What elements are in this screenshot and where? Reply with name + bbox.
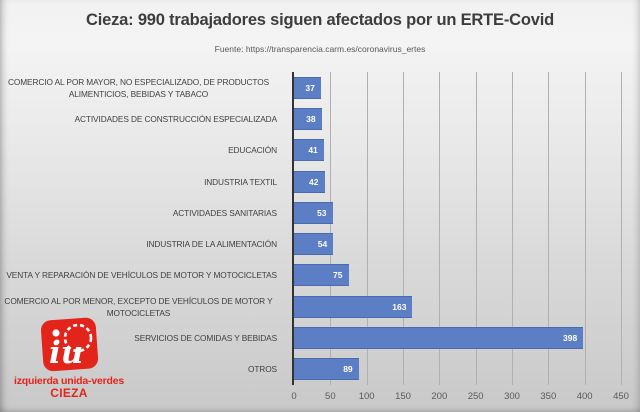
- bar-value-label: 89: [343, 364, 353, 375]
- bar-track: 163: [294, 295, 621, 318]
- value-axis-tick-label: 0: [291, 391, 297, 402]
- bar: 53: [294, 201, 333, 224]
- bar-value-label: 54: [317, 239, 328, 250]
- category-label: COMERCIO AL POR MENOR, EXCEPTO DE VEHÍCU…: [4, 295, 273, 318]
- bar: 42: [294, 170, 325, 193]
- gridline: [512, 72, 513, 385]
- bar: 54: [294, 233, 334, 256]
- bar-value-label: 163: [392, 301, 407, 312]
- category-label-cell: ACTIVIDADES DE CONSTRUCCIÓN ESPECIALIZAD…: [0, 103, 285, 134]
- category-label-cell: ACTIVIDADES SANITARIAS: [0, 197, 285, 228]
- value-axis-tick-label: 300: [504, 391, 520, 402]
- bar-track: 75: [294, 264, 621, 287]
- bar-track: 54: [294, 233, 621, 256]
- bar-track: 42: [294, 170, 621, 193]
- value-axis-labels: 0 50 100 150 200 250 300 350 400 450: [291, 385, 629, 403]
- category-label: COMERCIO AL POR MAYOR, NO ESPECIALIZADO,…: [7, 76, 269, 99]
- category-label-cell: INDUSTRIA TEXTIL: [0, 166, 285, 197]
- bar-row: OTROS 89: [0, 354, 640, 385]
- iu-logo-icon: iu: [40, 317, 99, 372]
- category-label-cell: VENTA Y REPARACIÓN DE VEHÍCULOS DE MOTOR…: [0, 260, 285, 291]
- category-label: EDUCACIÓN: [228, 145, 277, 156]
- category-label-cell: INDUSTRIA DE LA ALIMENTACIÓN: [0, 228, 285, 259]
- bar: 163: [294, 295, 413, 318]
- bar-row: SERVICIOS DE COMIDAS Y BEBIDAS 398: [0, 322, 640, 353]
- bar-value-label: 41: [308, 145, 318, 156]
- logo-text-line2: CIEZA: [50, 386, 88, 401]
- bar-value-label: 38: [306, 113, 316, 124]
- value-axis-tick-label: 450: [613, 391, 629, 402]
- bar-row: COMERCIO AL POR MAYOR, NO ESPECIALIZADO,…: [0, 72, 640, 103]
- bar-row: VENTA Y REPARACIÓN DE VEHÍCULOS DE MOTOR…: [0, 260, 640, 291]
- bar-track: 38: [294, 107, 621, 130]
- gridline: [439, 72, 441, 385]
- bar-row: INDUSTRIA DE LA ALIMENTACIÓN 54: [0, 228, 640, 259]
- gridline: [584, 72, 586, 385]
- gridline: [330, 72, 332, 385]
- gridline: [548, 72, 550, 385]
- bar: 398: [294, 327, 584, 350]
- category-label: INDUSTRIA DE LA ALIMENTACIÓN: [146, 239, 277, 250]
- gridlines: [294, 72, 622, 385]
- source-caption: Fuente: https://transparencia.carm.es/co…: [214, 44, 426, 54]
- bar-row: ACTIVIDADES DE CONSTRUCCIÓN ESPECIALIZAD…: [0, 103, 640, 134]
- bar-value-label: 398: [563, 333, 578, 344]
- category-label-cell: OTROS: [0, 354, 285, 385]
- bar: 89: [294, 358, 359, 381]
- category-label: INDUSTRIA TEXTIL: [204, 176, 277, 187]
- bar: 37: [294, 76, 321, 99]
- value-axis-tick-label: 100: [358, 391, 375, 402]
- bar-value-label: 75: [333, 270, 343, 281]
- bar: 41: [294, 139, 324, 162]
- gridline: [621, 72, 622, 385]
- iu-logo: iu izquierda unida-verdes CIEZA: [8, 317, 130, 401]
- category-label-cell: EDUCACIÓN: [0, 135, 285, 166]
- bar-track: 37: [294, 76, 621, 99]
- value-axis-tick-label: 200: [431, 391, 448, 402]
- bar-track: 89: [294, 358, 621, 381]
- bar-row: INDUSTRIA TEXTIL 42: [0, 166, 640, 197]
- bar-row: COMERCIO AL POR MENOR, EXCEPTO DE VEHÍCU…: [0, 291, 640, 322]
- category-label: SERVICIOS DE COMIDAS Y BEBIDAS: [134, 333, 277, 344]
- category-label: ACTIVIDADES SANITARIAS: [172, 207, 277, 218]
- category-axis-line: [292, 72, 294, 385]
- value-axis-tick-label: 150: [395, 391, 411, 402]
- bar-row: EDUCACIÓN 41: [0, 135, 640, 166]
- chart-title: Cieza: 990 trabajadores siguen afectados…: [86, 11, 554, 29]
- category-label-cell: COMERCIO AL POR MENOR, EXCEPTO DE VEHÍCU…: [0, 291, 285, 322]
- value-axis-tick-label: 250: [467, 391, 484, 402]
- bar-track: 53: [294, 201, 621, 224]
- gridline: [475, 72, 477, 385]
- category-label: OTROS: [247, 364, 277, 375]
- category-label-cell: COMERCIO AL POR MAYOR, NO ESPECIALIZADO,…: [0, 72, 285, 103]
- bar: 75: [294, 264, 349, 287]
- gridline: [403, 72, 404, 385]
- value-axis-tick-label: 350: [540, 391, 557, 402]
- bar: 38: [294, 107, 322, 130]
- category-label: VENTA Y REPARACIÓN DE VEHÍCULOS DE MOTOR…: [6, 270, 277, 281]
- bar-value-label: 37: [305, 82, 315, 93]
- bar-value-label: 53: [317, 207, 327, 218]
- category-label-cell: SERVICIOS DE COMIDAS Y BEBIDAS: [0, 322, 285, 353]
- logo-text-line1: izquierda unida-verdes: [14, 375, 124, 387]
- value-axis-tick-label: 50: [325, 391, 336, 402]
- bar-track: 398: [294, 327, 621, 350]
- iu-logo-acronym: iu: [49, 335, 83, 371]
- value-axis-tick-label: 400: [576, 391, 593, 402]
- category-label: ACTIVIDADES DE CONSTRUCCIÓN ESPECIALIZAD…: [74, 113, 278, 124]
- bar-row: ACTIVIDADES SANITARIAS 53: [0, 197, 640, 228]
- bar-chart: COMERCIO AL POR MAYOR, NO ESPECIALIZADO,…: [0, 72, 640, 385]
- bar-value-label: 42: [309, 176, 319, 187]
- bar-track: 41: [294, 139, 621, 162]
- bar-rows: COMERCIO AL POR MAYOR, NO ESPECIALIZADO,…: [0, 72, 640, 385]
- gridline: [366, 72, 368, 385]
